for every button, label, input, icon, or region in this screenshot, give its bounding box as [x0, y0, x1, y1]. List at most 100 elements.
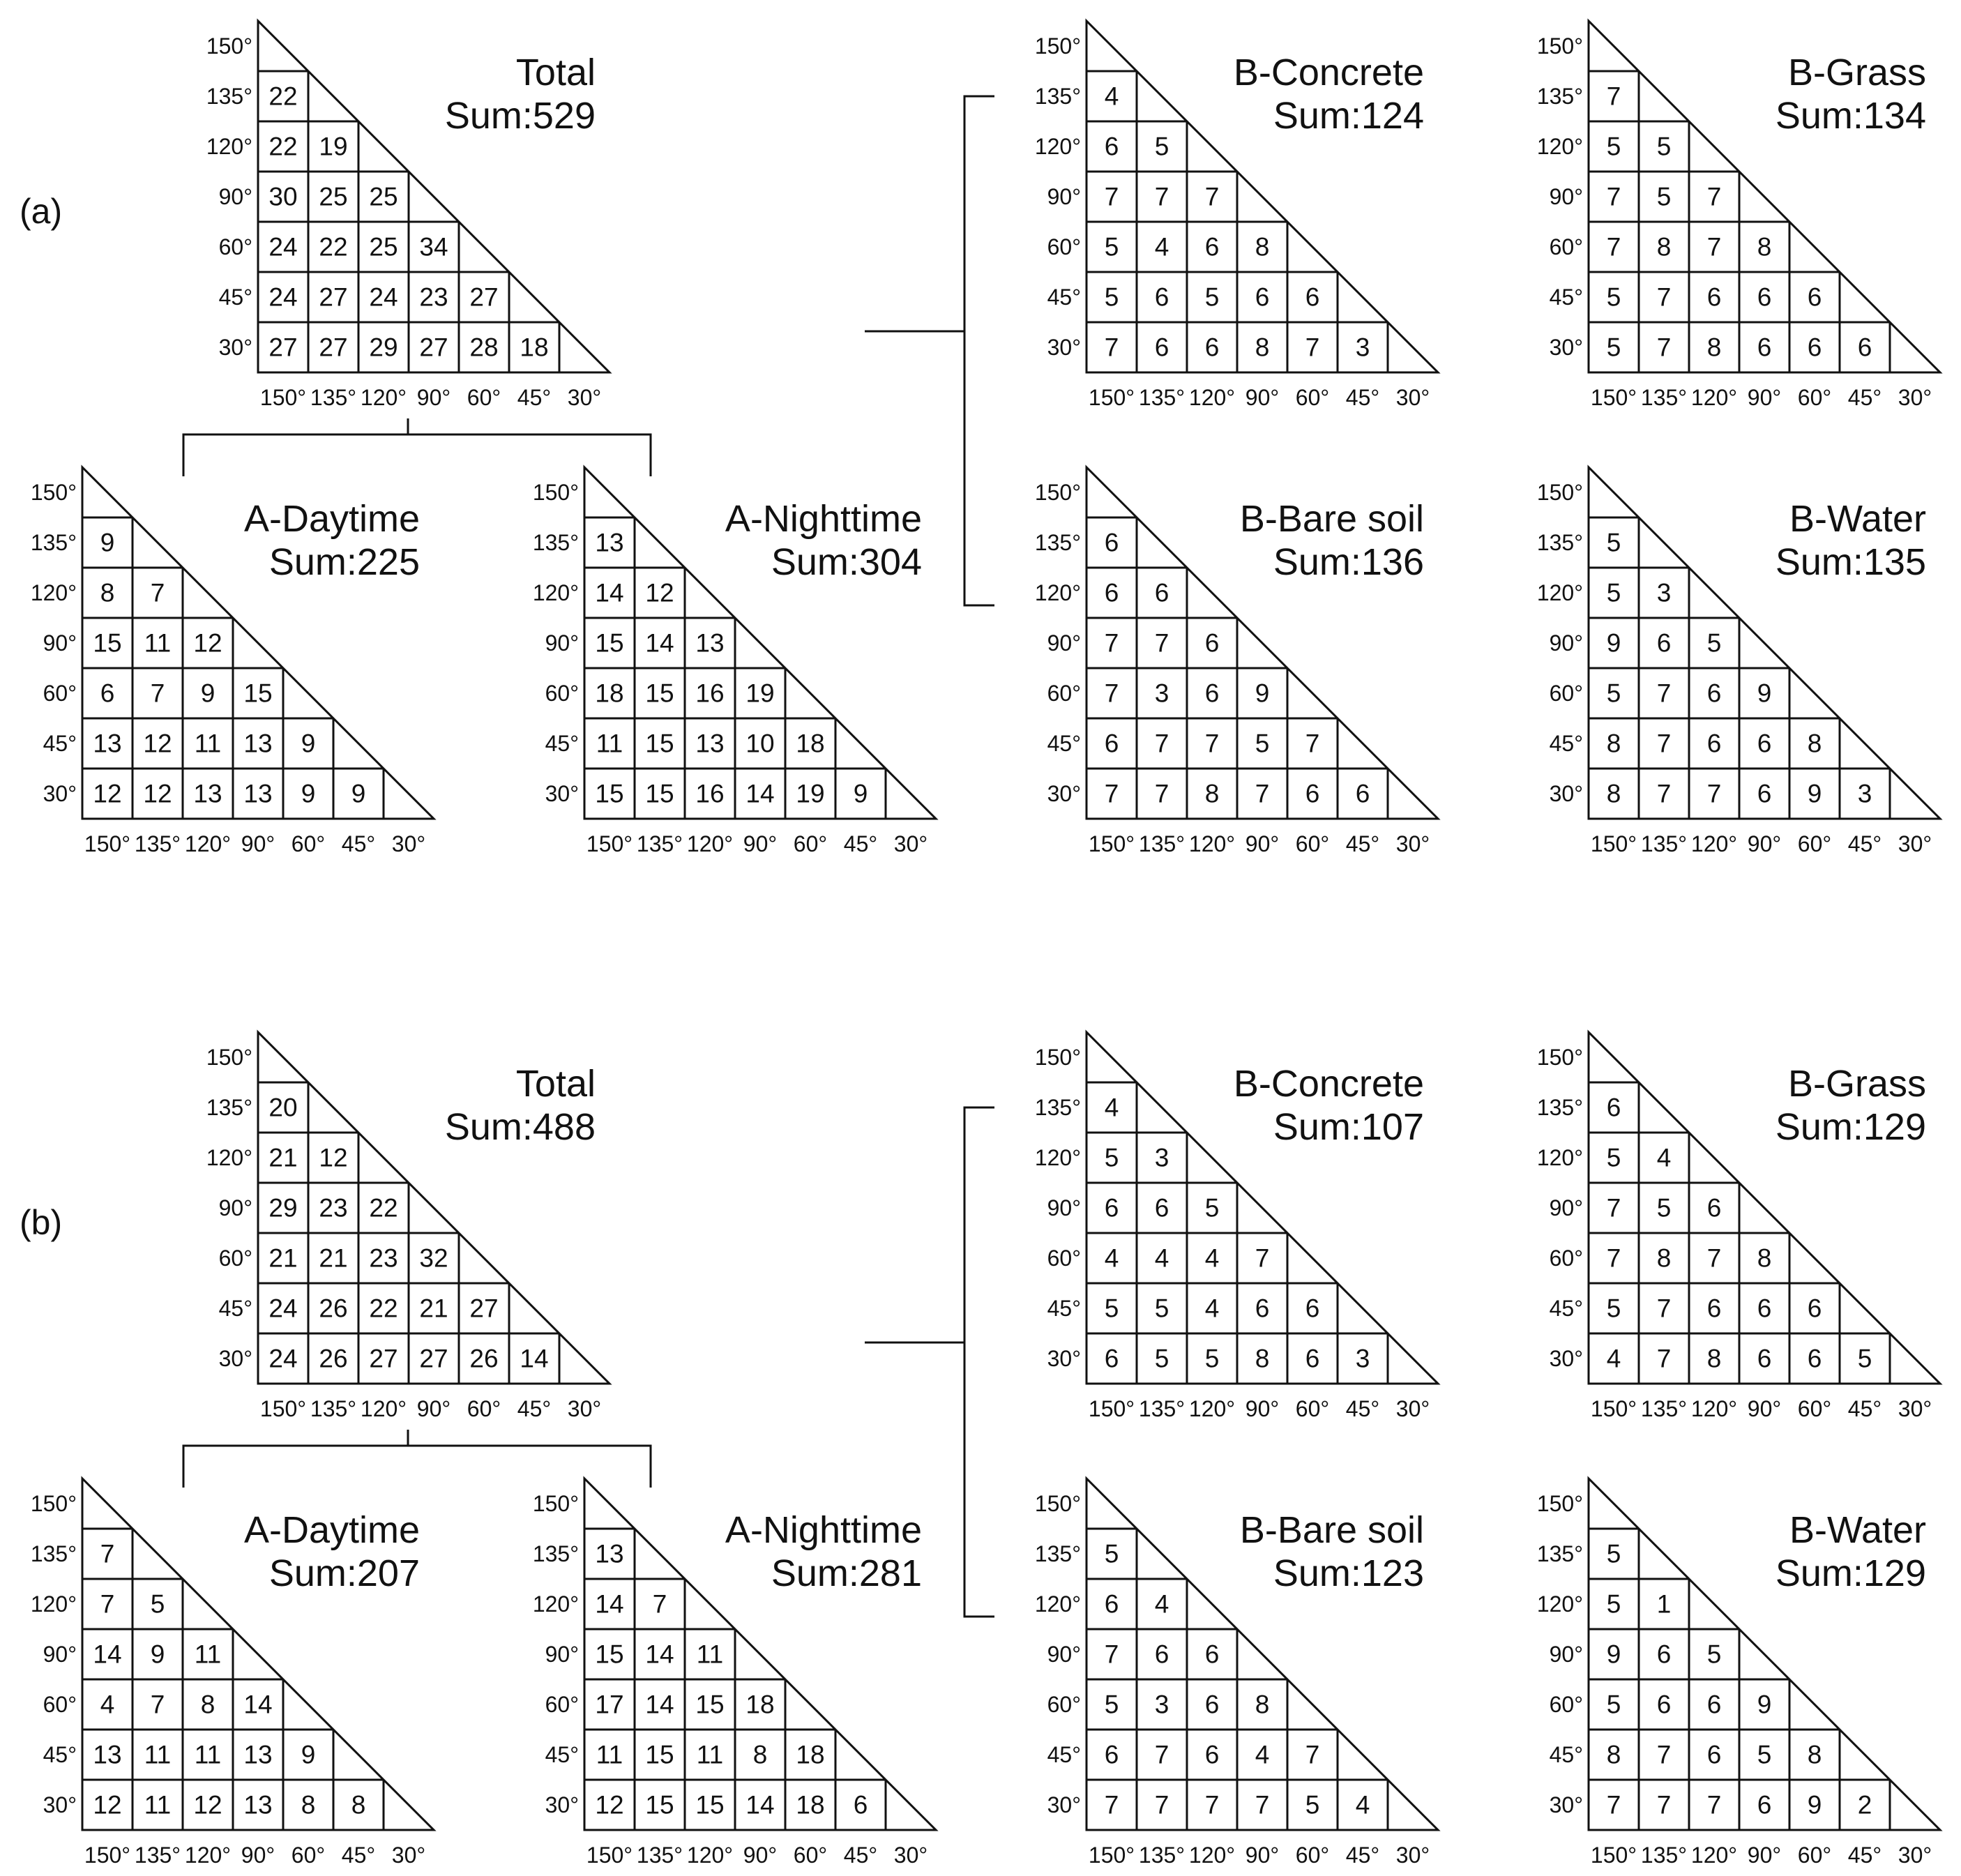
- y-tick-label: 60°: [1550, 1246, 1583, 1271]
- x-tick-label: 135°: [135, 831, 181, 856]
- y-tick-label: 60°: [545, 681, 579, 706]
- matrix-cell: 6: [1707, 1194, 1722, 1223]
- bracket-total-to-a: [182, 1430, 652, 1488]
- matrix-cell: 24: [268, 1345, 297, 1373]
- y-tick-label: 30°: [545, 1792, 579, 1817]
- matrix-cell: 1: [1657, 1590, 1672, 1619]
- y-tick-label: 150°: [533, 1491, 579, 1516]
- matrix-cell: 13: [695, 729, 724, 758]
- y-tick-label: 45°: [1550, 285, 1583, 310]
- matrix-cell: 15: [645, 679, 674, 708]
- matrix-cell: 4: [1607, 1345, 1621, 1373]
- matrix-cell: 11: [195, 1640, 221, 1669]
- matrix-cell: 19: [319, 133, 347, 161]
- matrix-cell: 3: [1155, 1144, 1169, 1172]
- panel-label: (b): [20, 1203, 62, 1242]
- y-tick-label: 45°: [1550, 731, 1583, 756]
- matrix-cell: 3: [1155, 679, 1169, 708]
- x-tick-label: 30°: [568, 1396, 601, 1421]
- y-tick-label: 45°: [1047, 285, 1081, 310]
- matrix-cell: 22: [268, 133, 297, 161]
- x-tick-label: 60°: [1296, 385, 1329, 410]
- matrix-cell: 14: [93, 1640, 121, 1669]
- matrix-cell: 15: [645, 1741, 674, 1769]
- matrix-cell: 7: [1657, 333, 1672, 362]
- matrix-cell: 7: [1105, 629, 1119, 658]
- matrix-cell: 6: [1757, 1345, 1772, 1373]
- matrix-cell: 18: [520, 333, 548, 362]
- matrix-cell: 6: [1205, 629, 1220, 658]
- matrix-cell: 8: [1707, 333, 1722, 362]
- matrix-cell: 19: [745, 679, 774, 708]
- x-tick-label: 90°: [241, 1843, 275, 1868]
- matrix-cell: 8: [1255, 1345, 1270, 1373]
- matrix-cell: 5: [1105, 1144, 1119, 1172]
- matrix-cell: 21: [268, 1144, 297, 1172]
- matrix-cell: 15: [695, 1791, 724, 1820]
- matrix-total: 22 22 19 30 25 25 24 22 25 34 24 27 24 23 27 27 27 29 27 28…: [206, 18, 612, 410]
- matrix-cell: 15: [645, 780, 674, 808]
- matrix-cell: 7: [1155, 780, 1169, 808]
- matrix-a-nighttime: 13 14 7 15 14 11 17 14 15 18 11 15 11 8 18 12 15 15 14 18 6 1…: [533, 1476, 939, 1868]
- x-tick-label: 60°: [794, 1843, 827, 1868]
- matrix-cell: 7: [1205, 183, 1220, 211]
- y-tick-label: 150°: [1537, 33, 1583, 59]
- matrix-sum: Sum:281: [771, 1552, 922, 1594]
- x-tick-label: 30°: [1396, 831, 1430, 856]
- matrix-title: Total: [516, 52, 596, 93]
- matrix-cell: 26: [469, 1345, 498, 1373]
- matrix-sum: Sum:488: [445, 1106, 596, 1148]
- x-tick-label: 60°: [1296, 1396, 1329, 1421]
- matrix-cell: 15: [243, 679, 272, 708]
- matrix-cell: 5: [1105, 233, 1119, 262]
- y-tick-label: 90°: [219, 184, 252, 209]
- matrix-sum: Sum:129: [1775, 1106, 1926, 1148]
- matrix-cell: 14: [745, 1791, 774, 1820]
- x-tick-label: 90°: [1246, 1843, 1279, 1868]
- y-tick-label: 60°: [1047, 1246, 1081, 1271]
- matrix-cell: 6: [1105, 1741, 1119, 1769]
- matrix-cell: 7: [1105, 1791, 1119, 1820]
- matrix-cell: 27: [469, 1294, 498, 1323]
- triangle-outline: [81, 464, 437, 820]
- matrix-cell: 6: [1757, 283, 1772, 312]
- matrix-title: B-Bare soil: [1240, 1509, 1424, 1551]
- matrix-cell: 11: [144, 629, 171, 658]
- matrix-sum: Sum:124: [1273, 95, 1424, 137]
- matrix-cell: 6: [1205, 1690, 1220, 1719]
- matrix-cell: 15: [93, 629, 121, 658]
- matrix-cell: 5: [1105, 283, 1119, 312]
- matrix-title: B-Water: [1789, 498, 1926, 540]
- x-tick-label: 90°: [743, 1843, 777, 1868]
- matrix-cell: 6: [1105, 1345, 1119, 1373]
- x-tick-label: 45°: [342, 831, 375, 856]
- matrix-title: Total: [516, 1063, 596, 1105]
- matrix-a-nighttime: 13 14 12 15 14 13 18 15 16 19 11 15 13 10 18 15 15 16 14 19…: [533, 464, 939, 856]
- matrix-cell: 9: [100, 529, 115, 557]
- matrix-cell: 7: [653, 1590, 667, 1619]
- matrix-cell: 7: [1607, 1791, 1621, 1820]
- y-tick-label: 120°: [1035, 580, 1081, 605]
- matrix-cell: 7: [1255, 780, 1270, 808]
- y-tick-label: 135°: [206, 1095, 252, 1120]
- matrix-cell: 5: [1607, 133, 1621, 161]
- matrix-cell: 6: [1707, 283, 1722, 312]
- x-tick-label: 90°: [1748, 1843, 1781, 1868]
- matrix-cell: 5: [1255, 729, 1270, 758]
- matrix-cell: 11: [697, 1640, 723, 1669]
- matrix-cell: 4: [1105, 1244, 1119, 1273]
- matrix-cell: 8: [1607, 780, 1621, 808]
- matrix-cell: 9: [201, 679, 215, 708]
- matrix-cell: 14: [520, 1345, 548, 1373]
- y-tick-label: 45°: [545, 1742, 579, 1767]
- matrix-cell: 12: [143, 780, 172, 808]
- matrix-cell: 12: [93, 780, 121, 808]
- y-tick-label: 120°: [1537, 1145, 1583, 1170]
- x-tick-label: 60°: [1798, 831, 1831, 856]
- matrix-cell: 7: [1657, 283, 1672, 312]
- y-tick-label: 150°: [1537, 1491, 1583, 1516]
- y-tick-label: 60°: [545, 1692, 579, 1717]
- matrix-cell: 16: [695, 679, 724, 708]
- matrix-cell: 21: [419, 1294, 448, 1323]
